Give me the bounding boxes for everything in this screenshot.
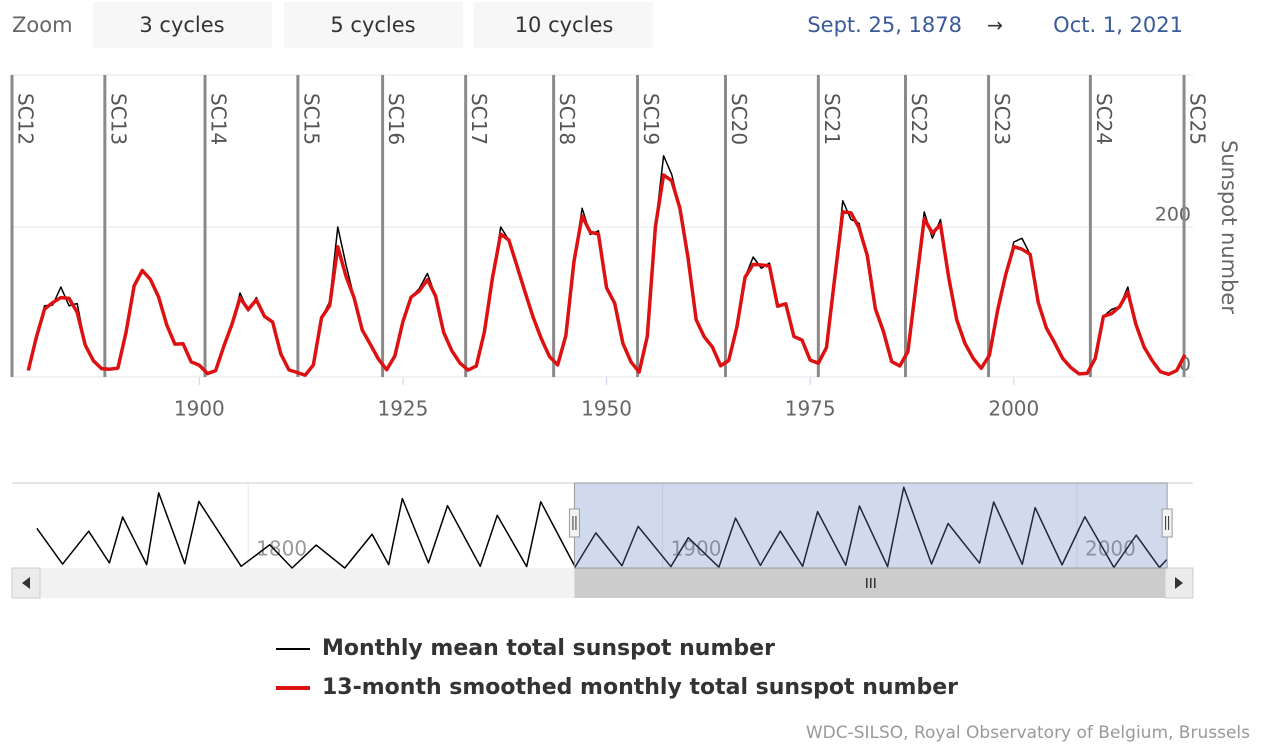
navigator-handle[interactable] <box>1161 508 1173 538</box>
legend-label[interactable]: 13-month smoothed monthly total sunspot … <box>322 675 958 700</box>
cycle-label: SC14 <box>207 93 231 145</box>
zoom-button[interactable]: 5 cycles <box>284 2 463 48</box>
navigator-line <box>36 486 1168 569</box>
zoom-button-bg[interactable] <box>284 2 463 48</box>
scroll-right-arrow <box>1175 577 1183 589</box>
cycle-label: SC25 <box>1186 93 1210 145</box>
navigator-handle[interactable] <box>568 508 580 538</box>
cycle-label: SC17 <box>467 93 491 145</box>
navigator-selection <box>573 482 1168 569</box>
cycle-label: SC12 <box>14 93 38 145</box>
x-tick-label: 2000 <box>988 397 1039 421</box>
cycle-label: SC22 <box>907 93 931 145</box>
x-tick-label: 1900 <box>671 537 722 561</box>
y-axis-title: Sunspot number <box>1217 140 1241 314</box>
cycle-label: SC18 <box>555 93 579 145</box>
zoom-button-label[interactable]: 3 cycles <box>139 13 224 37</box>
range-arrow: → <box>987 15 1003 37</box>
x-tick-label: 1900 <box>174 397 225 421</box>
zoom-button-label[interactable]: 10 cycles <box>515 13 614 37</box>
zoom-button[interactable]: 3 cycles <box>93 2 272 48</box>
zoom-button[interactable]: 10 cycles <box>474 2 653 48</box>
cycle-label: SC23 <box>990 93 1014 145</box>
range-from[interactable]: Sept. 25, 1878 <box>807 13 962 37</box>
cycle-label: SC16 <box>384 93 408 145</box>
x-tick-label: 1950 <box>581 397 632 421</box>
zoom-button-label[interactable]: 5 cycles <box>330 13 415 37</box>
zoom-button-bg[interactable] <box>474 2 653 48</box>
legend-label[interactable]: Monthly mean total sunspot number <box>322 636 775 661</box>
scroll-left-arrow <box>22 577 30 589</box>
zoom-button-bg[interactable] <box>93 2 272 48</box>
scrollbar-thumb-layer <box>574 568 1168 598</box>
x-tick-label: 1925 <box>377 397 428 421</box>
zoom-label: Zoom <box>12 13 73 37</box>
range-to[interactable]: Oct. 1, 2021 <box>1053 13 1183 37</box>
cycle-label: SC20 <box>727 93 751 145</box>
x-tick-label: 1975 <box>785 397 836 421</box>
cycle-label: SC21 <box>820 93 844 145</box>
cycle-label: SC15 <box>299 93 323 145</box>
series-line <box>26 173 1187 377</box>
credits[interactable]: WDC-SILSO, Royal Observatory of Belgium,… <box>806 723 1250 743</box>
cycle-label: SC19 <box>639 93 663 145</box>
cycle-label: SC24 <box>1092 93 1116 145</box>
cycle-label: SC13 <box>106 93 130 145</box>
y-tick-label: 200 <box>1155 204 1191 226</box>
